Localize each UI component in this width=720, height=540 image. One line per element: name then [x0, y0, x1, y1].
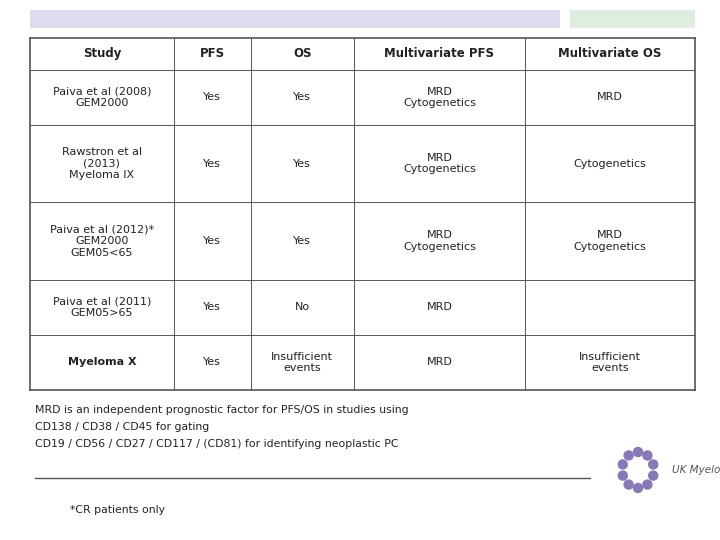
Text: MRD
Cytogenetics: MRD Cytogenetics [403, 153, 476, 174]
Bar [30, 10, 560, 28]
Text: MRD: MRD [597, 92, 623, 103]
Text: Yes: Yes [203, 159, 221, 168]
Text: CD19 / CD56 / CD27 / CD117 / (CD81) for identifying neoplastic PC: CD19 / CD56 / CD27 / CD117 / (CD81) for … [35, 439, 398, 449]
Text: UK Myeloma Forum: UK Myeloma Forum [672, 465, 720, 475]
Text: MRD
Cytogenetics: MRD Cytogenetics [403, 230, 476, 252]
Text: Yes: Yes [294, 159, 311, 168]
Circle shape [649, 471, 657, 480]
Text: Yes: Yes [203, 92, 221, 103]
Text: OS: OS [293, 48, 312, 60]
Circle shape [634, 448, 642, 456]
Circle shape [624, 480, 633, 489]
Circle shape [624, 451, 633, 460]
Text: *CR patients only: *CR patients only [70, 505, 165, 515]
Text: Insufficient
events: Insufficient events [579, 352, 641, 373]
Text: Study: Study [83, 48, 121, 60]
Text: CD138 / CD38 / CD45 for gating: CD138 / CD38 / CD45 for gating [35, 422, 210, 432]
Text: Insufficient
events: Insufficient events [271, 352, 333, 373]
Text: Yes: Yes [203, 302, 221, 312]
Text: Yes: Yes [294, 236, 311, 246]
Bar [570, 10, 695, 28]
Text: MRD is an independent prognostic factor for PFS/OS in studies using: MRD is an independent prognostic factor … [35, 405, 409, 415]
Text: Paiva et al (2008)
GEM2000: Paiva et al (2008) GEM2000 [53, 86, 151, 108]
Text: Rawstron et al
(2013)
Myeloma IX: Rawstron et al (2013) Myeloma IX [62, 147, 142, 180]
Text: Cytogenetics: Cytogenetics [573, 159, 647, 168]
Text: MRD
Cytogenetics: MRD Cytogenetics [573, 230, 647, 252]
Text: Yes: Yes [203, 236, 221, 246]
Text: Multivariate PFS: Multivariate PFS [384, 48, 495, 60]
Circle shape [643, 451, 652, 460]
Text: MRD: MRD [426, 302, 452, 312]
Text: MRD: MRD [426, 357, 452, 367]
Text: Yes: Yes [294, 92, 311, 103]
Text: Paiva et al (2012)*
GEM2000
GEM05<65: Paiva et al (2012)* GEM2000 GEM05<65 [50, 224, 154, 258]
Text: PFS: PFS [199, 48, 225, 60]
Circle shape [618, 471, 627, 480]
Text: Paiva et al (2011)
GEM05>65: Paiva et al (2011) GEM05>65 [53, 296, 151, 318]
Circle shape [634, 483, 642, 492]
Text: MRD
Cytogenetics: MRD Cytogenetics [403, 86, 476, 108]
Circle shape [649, 460, 657, 469]
Circle shape [643, 480, 652, 489]
Text: Yes: Yes [203, 357, 221, 367]
Circle shape [618, 460, 627, 469]
Text: Myeloma X: Myeloma X [68, 357, 136, 367]
Text: Multivariate OS: Multivariate OS [558, 48, 662, 60]
Text: No: No [294, 302, 310, 312]
